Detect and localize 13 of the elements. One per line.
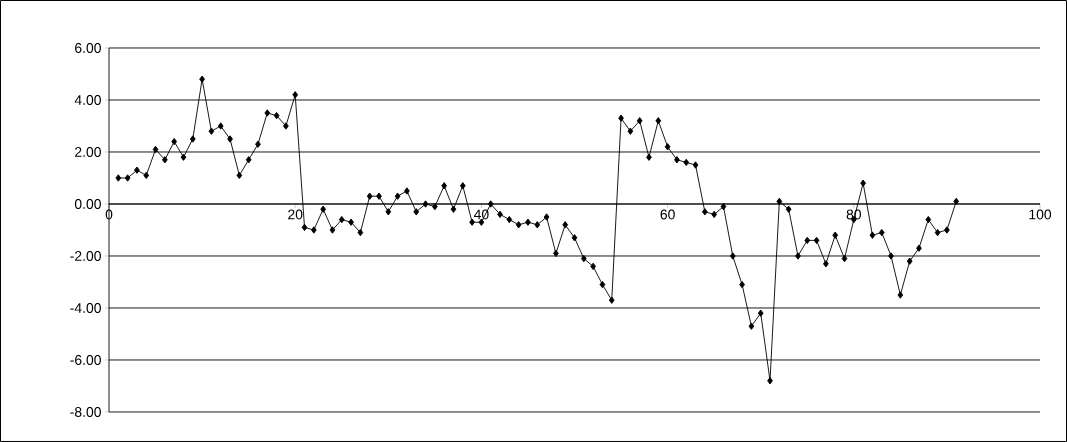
y-tick-label: -4.00	[70, 303, 101, 313]
x-tick-label: 60	[660, 209, 675, 220]
y-tick-label: 4.00	[74, 95, 101, 105]
x-tick-label: 20	[288, 209, 303, 220]
y-tick-label: -2.00	[70, 251, 101, 261]
y-tick-label: -6.00	[70, 355, 101, 365]
x-tick-label: 80	[846, 209, 862, 220]
y-tick-label: -8.00	[70, 407, 101, 417]
x-tick-label: 100	[1029, 209, 1052, 220]
y-tick-label: 2.00	[75, 147, 101, 157]
y-tick-label: 6.00	[75, 43, 101, 53]
x-tick-label: 0	[105, 209, 113, 220]
y-tick-label: 0.00	[74, 199, 101, 209]
